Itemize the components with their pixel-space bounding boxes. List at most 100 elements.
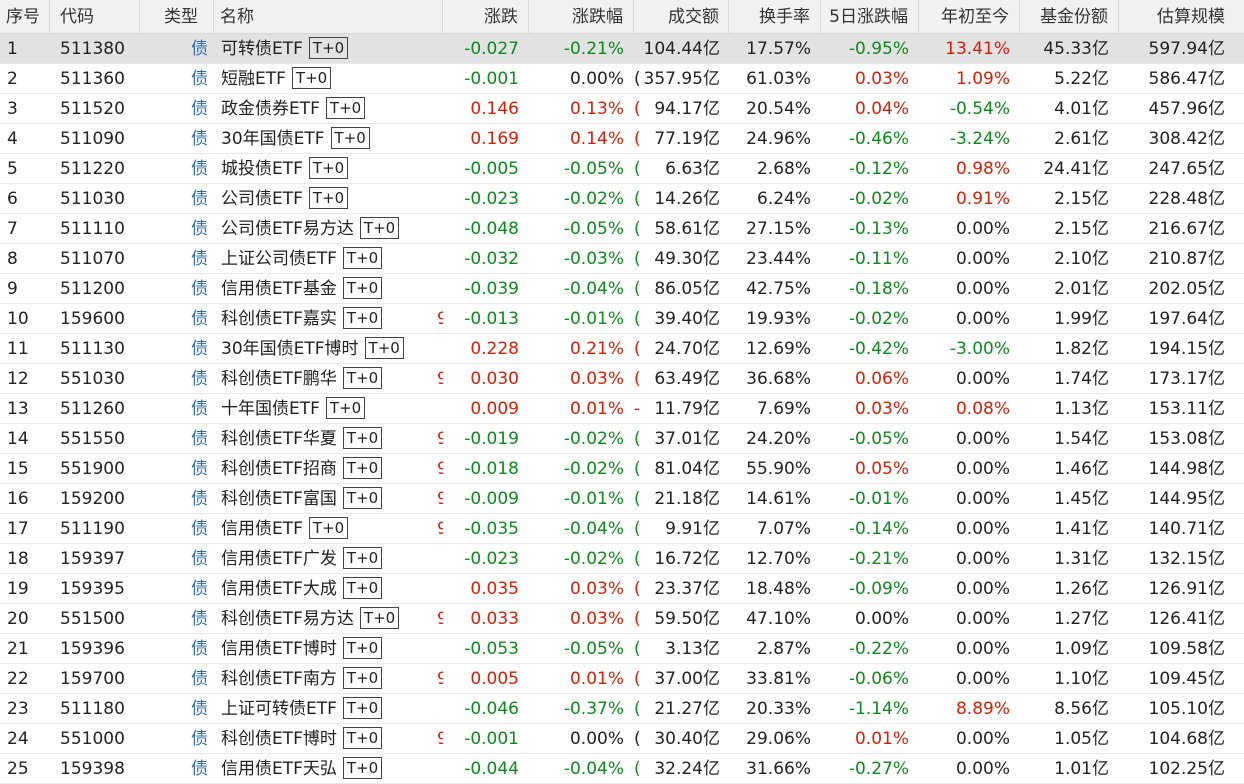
row-index: 15 (7, 459, 29, 479)
row-change-pct: -0.02% (563, 549, 624, 569)
row-code: 159700 (60, 669, 125, 689)
header-est-size[interactable]: 估算规模 (1157, 7, 1225, 27)
row-change: -0.001 (464, 729, 519, 749)
row-5day-change: -0.09% (848, 579, 909, 599)
row-fund-shares: 24.41亿 (1043, 159, 1109, 179)
header-change[interactable]: 涨跌 (443, 0, 529, 33)
row-change: -0.023 (464, 189, 519, 209)
row-fund-shares: 45.33亿 (1043, 39, 1109, 59)
row-change-pct: 0.03% (569, 369, 624, 389)
row-turnover-amount: 9.91亿 (665, 519, 720, 539)
row-code: 551500 (60, 609, 125, 629)
row-code: 551550 (60, 429, 125, 449)
header-type[interactable]: 类型 (140, 0, 214, 33)
row-change: -0.009 (464, 489, 519, 509)
row-5day-change: -0.02% (848, 189, 909, 209)
t0-badge: T+0 (325, 397, 366, 419)
header-5day-change[interactable]: 5日涨跌幅 (821, 0, 919, 33)
row-turnover-amount: 63.49亿 (654, 369, 720, 389)
row-ytd: 0.00% (955, 219, 1010, 239)
row-index: 8 (7, 249, 18, 269)
row-5day-change: -0.13% (848, 219, 909, 239)
row-type: 债 (191, 669, 208, 689)
row-est-size: 109.45亿 (1148, 669, 1225, 689)
row-index: 9 (7, 279, 18, 299)
clipped-column-text: - (634, 394, 639, 423)
row-change-pct: -0.02% (563, 429, 624, 449)
clipped-column-text: ( (634, 94, 639, 123)
row-5day-change: -0.02% (848, 309, 909, 329)
clipped-column-text: ( (634, 454, 639, 483)
table-row[interactable]: 13511260债十年国债ETFT+00.0090.01%-11.79亿7.69… (0, 394, 1244, 424)
row-est-size: 109.58亿 (1148, 639, 1225, 659)
row-change: -0.005 (464, 159, 519, 179)
row-fund-shares: 5.22亿 (1054, 69, 1109, 89)
row-type: 债 (191, 489, 208, 509)
header-fund-shares[interactable]: 基金份额 (1020, 0, 1119, 33)
t0-badge: T+0 (342, 547, 383, 569)
row-type: 债 (191, 159, 208, 179)
row-change-pct: -0.05% (563, 159, 624, 179)
table-row[interactable]: 23511180债上证可转债ETFT+0-0.046-0.37%(21.27亿2… (0, 694, 1244, 724)
row-est-size: 216.67亿 (1148, 219, 1225, 239)
row-code: 511130 (60, 339, 125, 359)
t0-badge: T+0 (364, 337, 404, 359)
row-type: 债 (191, 339, 208, 359)
row-type: 债 (191, 129, 208, 149)
header-turnover-amount[interactable]: 成交额 (634, 0, 729, 33)
row-index: 16 (7, 489, 29, 509)
row-5day-change: 0.00% (854, 609, 909, 629)
header-ytd[interactable]: 年初至今 (919, 0, 1020, 33)
row-change: -0.013 (464, 309, 519, 329)
table-row[interactable]: 1 511380 债可转债ETF T+0 -0.027 -0.21% 104.44亿 17.5… (0, 34, 1244, 64)
header-change-pct[interactable]: 涨跌幅 (529, 0, 634, 33)
row-turnover-amount: 39.40亿 (654, 309, 720, 329)
row-turnover-amount-cell: (77.19亿 (634, 124, 729, 153)
row-change: 0.009 (470, 399, 519, 419)
row-code: 511200 (60, 279, 125, 299)
t0-badge: T+0 (342, 577, 383, 599)
row-turnover-amount-cell: (30.40亿 (634, 724, 729, 753)
row-turnover-rate: 17.57% (746, 39, 811, 59)
t0-badge: T+0 (325, 97, 366, 119)
row-turnover-amount: 94.17亿 (654, 99, 720, 119)
row-turnover-amount-cell: (37.00亿 (634, 664, 729, 693)
header-turnover-rate[interactable]: 换手率 (729, 0, 821, 33)
row-name: 科创债ETF鹏华 (221, 369, 337, 389)
t0-badge: T+0 (342, 427, 383, 449)
header-name[interactable]: 名称 (214, 0, 443, 33)
table-row[interactable]: 25159398债信用债ETF天弘T+0-0.044-0.04%(32.24亿3… (0, 754, 1244, 784)
row-code: 551030 (60, 369, 125, 389)
row-type: 债 (191, 399, 208, 419)
row-name-cell: 公司债ETF T+0 (214, 184, 443, 213)
header-code[interactable]: 代码 (50, 0, 140, 33)
row-fund-shares: 1.09亿 (1054, 639, 1109, 659)
table-row[interactable]: 18159397债信用债ETF广发T+0-0.023-0.02%(16.72亿1… (0, 544, 1244, 574)
row-ytd: 8.89% (955, 699, 1010, 719)
row-index: 5 (7, 159, 18, 179)
row-change: -0.001 (464, 69, 519, 89)
t0-badge: T+0 (308, 517, 349, 539)
row-code: 551000 (60, 729, 125, 749)
header-index[interactable]: 序号 (0, 0, 50, 33)
